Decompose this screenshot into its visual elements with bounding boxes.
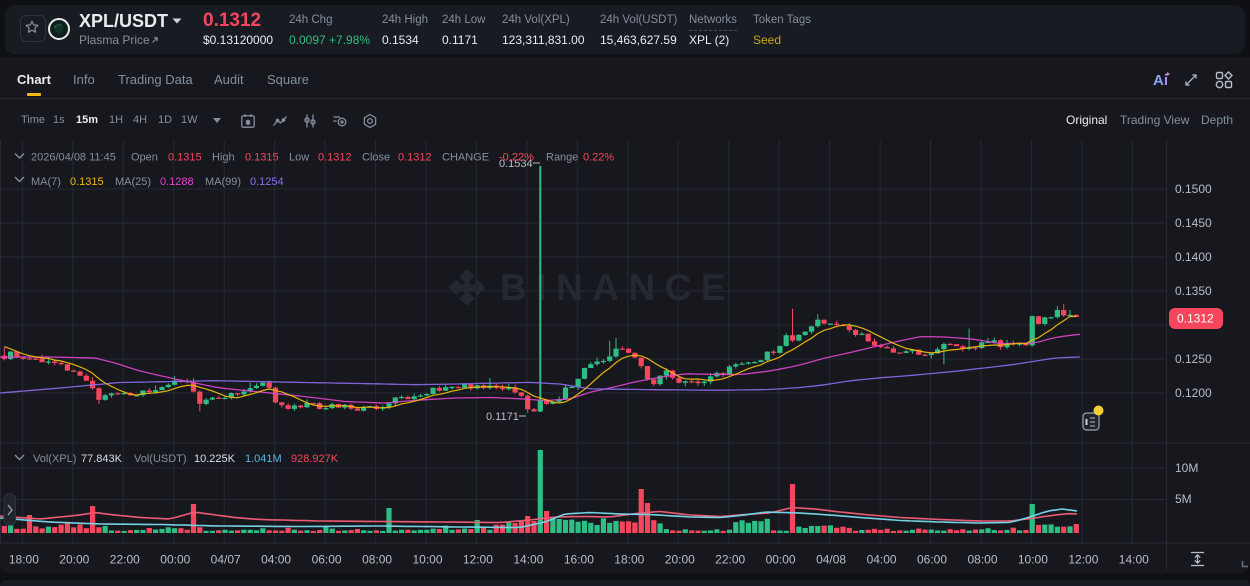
svg-text:06:00: 06:00 <box>917 553 947 567</box>
svg-text:0.1312: 0.1312 <box>318 152 352 164</box>
svg-text:10:00: 10:00 <box>412 553 442 567</box>
svg-text:22:00: 22:00 <box>715 553 745 567</box>
svg-text:04/07: 04/07 <box>211 553 241 567</box>
svg-text:12:00: 12:00 <box>463 553 493 567</box>
svg-text:Vol(XPL): Vol(XPL) <box>33 453 76 465</box>
svg-text:0.1450: 0.1450 <box>1175 216 1212 230</box>
svg-text:08:00: 08:00 <box>362 553 392 567</box>
svg-text:MA(99): MA(99) <box>205 176 241 188</box>
svg-text:22:00: 22:00 <box>110 553 140 567</box>
svg-text:0.1315: 0.1315 <box>168 152 202 164</box>
svg-text:5M: 5M <box>1175 492 1192 506</box>
svg-text:18:00: 18:00 <box>614 553 644 567</box>
svg-text:0.1312: 0.1312 <box>1177 312 1214 326</box>
svg-text:06:00: 06:00 <box>312 553 342 567</box>
svg-text:BINANCE: BINANCE <box>500 267 735 308</box>
svg-text:Vol(USDT): Vol(USDT) <box>134 453 187 465</box>
svg-text:0.1250: 0.1250 <box>1175 352 1212 366</box>
svg-text:04:00: 04:00 <box>261 553 291 567</box>
svg-text:Open: Open <box>131 152 158 164</box>
svg-text:Range: Range <box>546 152 578 164</box>
svg-text:Low: Low <box>289 152 309 164</box>
svg-text:928.927K: 928.927K <box>291 453 339 465</box>
svg-text:0.1315: 0.1315 <box>245 152 279 164</box>
svg-text:10:00: 10:00 <box>1018 553 1048 567</box>
svg-text:14:00: 14:00 <box>513 553 543 567</box>
svg-text:0.1312: 0.1312 <box>398 152 432 164</box>
svg-text:0.1350: 0.1350 <box>1175 284 1212 298</box>
svg-text:CHANGE: CHANGE <box>442 152 489 164</box>
svg-text:16:00: 16:00 <box>564 553 594 567</box>
svg-text:18:00: 18:00 <box>9 553 39 567</box>
svg-text:12:00: 12:00 <box>1068 553 1098 567</box>
svg-text:00:00: 00:00 <box>160 553 190 567</box>
svg-text:Ai: Ai <box>1153 72 1168 89</box>
svg-text:0.1500: 0.1500 <box>1175 182 1212 196</box>
svg-text:0.1400: 0.1400 <box>1175 250 1212 264</box>
svg-text:00:00: 00:00 <box>766 553 796 567</box>
svg-text:MA(7): MA(7) <box>31 176 61 188</box>
svg-text:0.1315: 0.1315 <box>70 176 104 188</box>
svg-text:MA(25): MA(25) <box>115 176 151 188</box>
svg-text:04:00: 04:00 <box>867 553 897 567</box>
svg-text:20:00: 20:00 <box>59 553 89 567</box>
svg-text:10M: 10M <box>1175 461 1198 475</box>
svg-text:0.22%: 0.22% <box>583 152 614 164</box>
svg-text:0.1288: 0.1288 <box>160 176 194 188</box>
svg-text:0.1254: 0.1254 <box>250 176 284 188</box>
svg-text:10.225K: 10.225K <box>194 453 236 465</box>
svg-text:-0.22%: -0.22% <box>499 152 534 164</box>
svg-text:1.041M: 1.041M <box>245 453 282 465</box>
svg-text:14:00: 14:00 <box>1119 553 1149 567</box>
svg-text:0.1534: 0.1534 <box>499 158 533 170</box>
svg-text:2026/04/08 11:45: 2026/04/08 11:45 <box>31 152 116 164</box>
svg-text:04/08: 04/08 <box>816 553 846 567</box>
svg-text:77.843K: 77.843K <box>81 453 123 465</box>
svg-text:08:00: 08:00 <box>967 553 997 567</box>
svg-text:High: High <box>212 152 235 164</box>
svg-text:0.1200: 0.1200 <box>1175 386 1212 400</box>
svg-text:20:00: 20:00 <box>665 553 695 567</box>
svg-text:0.1171: 0.1171 <box>486 411 519 423</box>
svg-text:Close: Close <box>362 152 390 164</box>
